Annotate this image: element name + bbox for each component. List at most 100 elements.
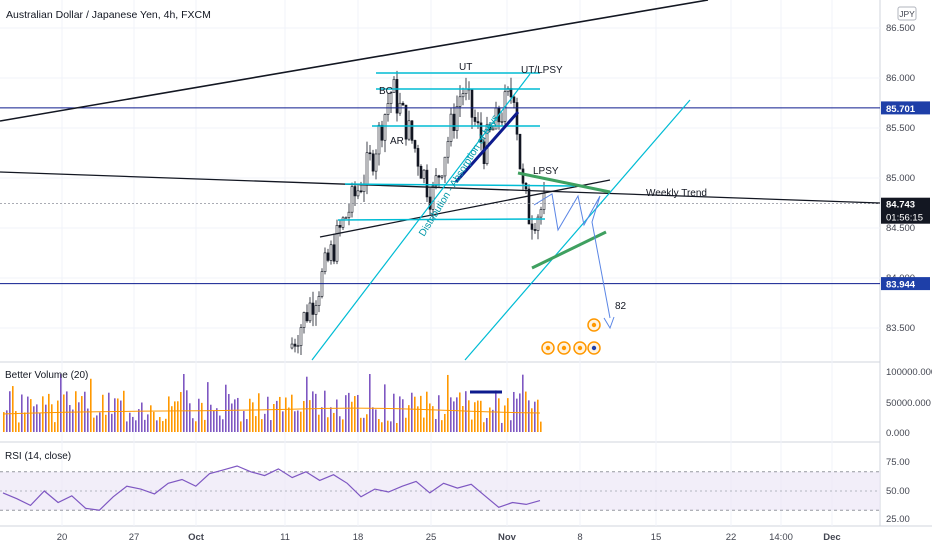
volume-bar [309, 400, 311, 432]
candle-body [368, 152, 372, 155]
volume-bar [33, 406, 35, 432]
volume-bar [234, 399, 236, 432]
volume-bar [459, 392, 461, 432]
volume-bar [192, 418, 194, 432]
candle-body [500, 121, 504, 123]
price-tick-label: 84.500 [886, 223, 915, 234]
volume-bar [495, 390, 497, 432]
rsi-title[interactable]: RSI (14, close) [5, 451, 71, 462]
volume-bar [381, 422, 383, 432]
volume-bar [207, 382, 209, 432]
annotation-ut-lpsy[interactable]: UT/LPSY [521, 65, 563, 76]
volume-bar [447, 374, 449, 432]
price-tick-label: 86.000 [886, 73, 915, 84]
candle-body [407, 120, 411, 140]
volume-bar [261, 419, 263, 432]
currency-badge[interactable]: JPY [899, 9, 915, 19]
volume-bar [465, 391, 467, 432]
wedge-line-upper [517, 171, 611, 194]
volume-bar [252, 402, 254, 432]
volume-bar [240, 421, 242, 432]
event-icon-dot [591, 345, 597, 351]
candle-body [395, 79, 399, 114]
currency-badge-box[interactable] [897, 6, 917, 21]
annotation-lpsy[interactable]: LPSY [533, 166, 559, 177]
weekly-trend-line [0, 171, 881, 204]
countdown-label: 01:56:15 [886, 213, 923, 224]
candle-body [347, 211, 351, 218]
candle-body [434, 175, 438, 187]
candle-body [413, 140, 417, 149]
annotation-ar[interactable]: AR [390, 136, 404, 147]
volume-bar [27, 396, 29, 432]
annotation-weekly-trend[interactable]: Weekly Trend [646, 188, 707, 199]
volume-bar [237, 397, 239, 432]
volume-bar [96, 415, 98, 432]
annotation-target[interactable]: 82 [615, 301, 627, 312]
volume-bar [24, 412, 26, 432]
volume-bar [6, 410, 8, 432]
price-badge-last: 84.743 01:56:15 [881, 197, 930, 224]
volume-bar [87, 408, 89, 432]
drawing-tools[interactable] [0, 0, 881, 361]
volume-bar [486, 418, 488, 432]
volume-bar [117, 398, 119, 432]
candle-body [443, 156, 447, 177]
candle-body [425, 169, 429, 198]
volume-title[interactable]: Better Volume (20) [5, 370, 88, 381]
candle-body [539, 209, 543, 218]
volume-bar [138, 409, 140, 432]
volume-bar [507, 398, 509, 432]
price-tick-label: 85.000 [886, 173, 915, 184]
volume-bar [144, 419, 146, 432]
candle-body [335, 224, 339, 262]
volume-bar [468, 400, 470, 432]
time-axis[interactable]: 20 27 Oct 11 18 25 Nov 8 15 22 14:00 Dec [57, 532, 841, 543]
annotation-bc[interactable]: BC [379, 86, 393, 97]
candle-body [401, 102, 405, 106]
volume-bar [444, 413, 446, 432]
volume-bar [375, 409, 377, 432]
volume-bar [420, 395, 422, 432]
candle-body [329, 244, 333, 261]
annotation-ut[interactable]: UT [459, 62, 472, 73]
volume-bar [150, 405, 152, 432]
volume-bar [285, 397, 287, 432]
time-tick-label: Dec [823, 532, 840, 543]
volume-bar [126, 421, 128, 432]
candle-body [419, 165, 423, 179]
volume-bar [357, 394, 359, 432]
candle-body [311, 302, 315, 315]
volume-bar [417, 406, 419, 432]
volume-bar [273, 404, 275, 432]
volume-bar [435, 418, 437, 432]
volume-bar [195, 421, 197, 432]
time-tick-label: 22 [726, 532, 737, 543]
volume-bar [387, 420, 389, 432]
candle-body [470, 89, 474, 118]
channel-line [464, 99, 691, 361]
volume-tick-label: 50000.000 [886, 398, 931, 409]
candle-body [374, 153, 378, 172]
candle-body [356, 190, 360, 197]
volume-bar [183, 374, 185, 432]
volume-bar [312, 391, 314, 432]
volume-bar [351, 401, 353, 432]
price-tick-label: 83.500 [886, 323, 915, 334]
volume-bar [366, 414, 368, 432]
volume-bar [516, 398, 518, 432]
volume-bar [3, 412, 5, 432]
candle-body [521, 168, 525, 184]
candle-body [437, 175, 441, 178]
candle-body [515, 102, 519, 135]
volume-bar [201, 402, 203, 432]
volume-bar [225, 384, 227, 432]
candle-body [296, 345, 300, 347]
absorption-trend-line [454, 111, 520, 183]
volume-bar [81, 396, 83, 432]
volume-bar [324, 390, 326, 432]
volume-bar [327, 417, 329, 432]
candle-body [293, 343, 297, 347]
